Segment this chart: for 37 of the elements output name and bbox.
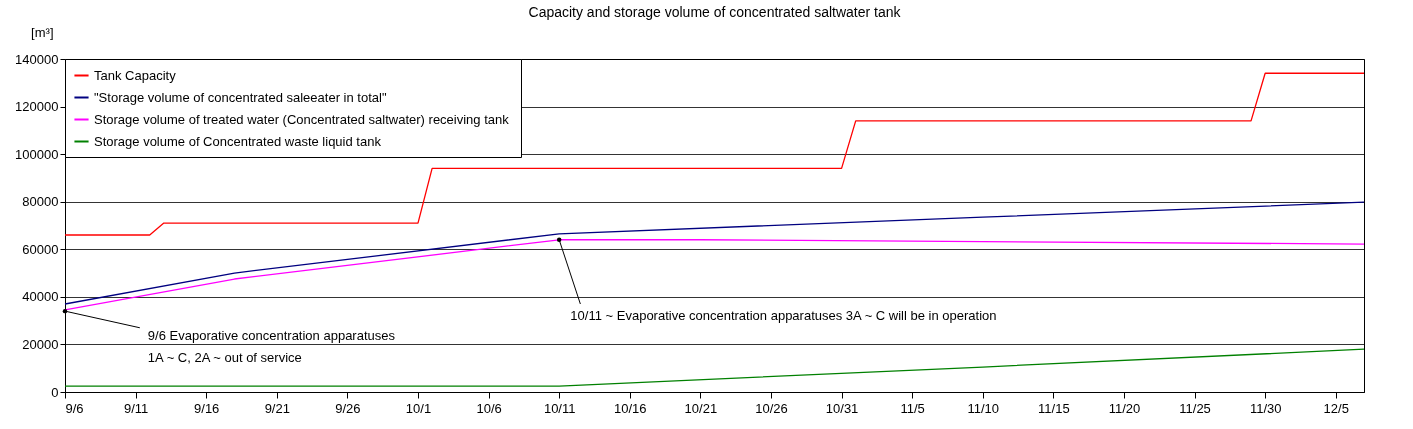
annotation: 10/11 ~ Evaporative concentration apparatuses 3A ~ C will be in operation xyxy=(570,307,997,323)
x-tick-label: 10/11 xyxy=(543,400,576,416)
x-tick-label: 11/20 xyxy=(1108,400,1141,416)
y-tick-label: 100000 xyxy=(15,146,59,162)
x-tick-label: 12/5 xyxy=(1323,400,1349,416)
x-tick-label: 11/30 xyxy=(1249,400,1282,416)
x-tick-label: 11/15 xyxy=(1038,400,1070,416)
legend-label: "Storage volume of concentrated saleeater in total" xyxy=(94,89,387,105)
y-axis-title: [m³] xyxy=(31,24,54,40)
x-tick-label: 10/1 xyxy=(405,400,432,416)
y-tick-label: 60000 xyxy=(22,241,59,257)
x-tick-label: 11/25 xyxy=(1179,400,1211,416)
x-tick-label: 9/26 xyxy=(335,400,361,416)
line-series xyxy=(64,72,1365,236)
line-series xyxy=(64,201,1365,305)
x-tick-label: 10/26 xyxy=(755,400,788,416)
legend-label: Storage volume of treated water (Concentrated saltwater) receiving tank xyxy=(94,111,510,127)
x-tick-label: 10/16 xyxy=(614,400,647,416)
legend-label: Storage volume of Concentrated waste liquid tank xyxy=(94,133,382,149)
x-tick-label: 9/16 xyxy=(194,400,220,416)
x-tick-label: 11/10 xyxy=(967,400,1000,416)
y-tick-label: 140000 xyxy=(15,51,59,67)
x-tick-label: 10/6 xyxy=(476,400,502,416)
chart-title: Capacity and storage volume of concentrated saltwater tank xyxy=(528,4,902,20)
x-tick-label: 9/21 xyxy=(264,400,290,416)
x-tick-label: 10/21 xyxy=(684,400,718,416)
y-tick-label: 80000 xyxy=(22,194,59,210)
annotation: 9/6 Evaporative concentration apparatuses 1A ~ C, 2A ~ out of service xyxy=(147,327,396,365)
x-tick-label: 9/6 xyxy=(65,400,84,416)
y-tick-label: 20000 xyxy=(22,336,59,352)
legend-label: Tank Capacity xyxy=(94,67,177,83)
y-tick-label: 40000 xyxy=(22,289,59,305)
y-tick-label: 120000 xyxy=(15,99,59,115)
y-tick-label: 0 xyxy=(51,384,59,400)
x-tick-label: 9/11 xyxy=(123,400,149,416)
x-tick-label: 10/31 xyxy=(825,400,859,416)
x-tick-label: 11/5 xyxy=(900,400,925,416)
